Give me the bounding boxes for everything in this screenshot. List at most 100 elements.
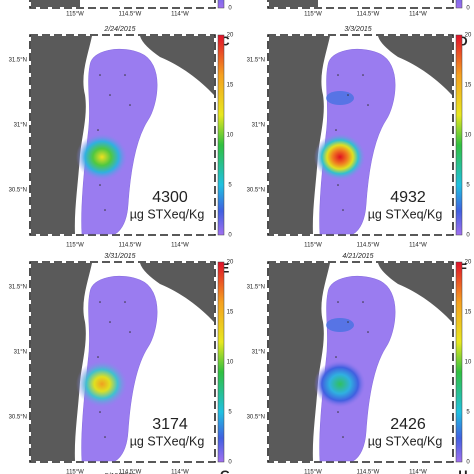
colorbar-label: 10 bbox=[465, 360, 472, 366]
station bbox=[337, 184, 339, 186]
hotspot bbox=[314, 360, 366, 408]
station bbox=[124, 301, 126, 303]
panel-label: E bbox=[221, 260, 230, 275]
station bbox=[362, 74, 364, 76]
longitude-label: 115°W bbox=[66, 243, 84, 249]
station bbox=[367, 331, 369, 333]
colorbar bbox=[455, 0, 463, 9]
toxicity-value: 3174 bbox=[152, 416, 188, 433]
colorbar-label: 15 bbox=[465, 83, 472, 89]
longitude-label: 114°W bbox=[409, 12, 427, 18]
station bbox=[337, 411, 339, 413]
station bbox=[347, 321, 349, 323]
colorbar-label: 0 bbox=[228, 6, 232, 12]
station bbox=[335, 356, 337, 358]
station bbox=[342, 436, 344, 438]
hotspot bbox=[76, 133, 128, 181]
latitude-label: 31.5°N bbox=[247, 58, 265, 64]
toxicity-unit: µg STXeq/Kg bbox=[130, 207, 205, 221]
colorbar-label: 5 bbox=[466, 183, 470, 189]
hotspot bbox=[326, 91, 354, 105]
longitude-label: 114°W bbox=[171, 470, 189, 474]
date: 3/3/2015 bbox=[344, 26, 371, 33]
longitude-label: 115°W bbox=[304, 470, 322, 474]
panel-label: C bbox=[220, 33, 230, 48]
longitude-label: 115°W bbox=[304, 243, 322, 249]
partial-panel: 5/19/2015 G bbox=[104, 467, 230, 474]
colorbar bbox=[217, 261, 225, 463]
longitude-label: 114.5°W bbox=[357, 12, 380, 18]
panel-label: H bbox=[458, 467, 467, 474]
latitude-label: 31.5°N bbox=[9, 285, 27, 291]
colorbar-label: 0 bbox=[466, 6, 470, 12]
date: 3/31/2015 bbox=[104, 253, 135, 260]
station bbox=[97, 129, 99, 131]
panel-label: G bbox=[220, 467, 230, 474]
station bbox=[104, 209, 106, 211]
colorbar-label: 10 bbox=[227, 360, 234, 366]
station bbox=[99, 411, 101, 413]
station bbox=[129, 104, 131, 106]
latitude-label: 31°N bbox=[252, 350, 265, 356]
hotspot bbox=[76, 360, 128, 408]
date: 2/24/2015 bbox=[103, 26, 135, 33]
longitude-label: 114.5°W bbox=[119, 470, 142, 474]
station bbox=[362, 301, 364, 303]
longitude-label: 115°W bbox=[304, 12, 322, 18]
station bbox=[347, 94, 349, 96]
colorbar bbox=[455, 34, 463, 236]
station bbox=[97, 356, 99, 358]
toxicity-value: 2426 bbox=[390, 416, 426, 433]
colorbar-label: 20 bbox=[227, 33, 234, 39]
longitude-label: 114°W bbox=[409, 470, 427, 474]
longitude-label: 114.5°W bbox=[119, 12, 142, 18]
longitude-label: 115°W bbox=[66, 470, 84, 474]
hotspot bbox=[314, 133, 366, 181]
longitude-label: 114°W bbox=[171, 243, 189, 249]
colorbar-label: 15 bbox=[227, 83, 234, 89]
latitude-label: 30.5°N bbox=[247, 415, 265, 421]
land bbox=[378, 36, 452, 95]
map-panel: 31.5°N 31°N 30.5°N 115°W 114.5°W 114°W 3/3/201… bbox=[247, 26, 472, 249]
station bbox=[109, 321, 111, 323]
map-panel: 31.5°N 31°N 30.5°N 115°W 114.5°W 114°W 4/21/20… bbox=[247, 253, 472, 474]
map-panel: 31.5°N 31°N 30.5°N 115°W 114.5°W 114°W 3/31/20… bbox=[9, 253, 234, 474]
toxicity-value: 4300 bbox=[152, 189, 188, 206]
map-panel: 31.5°N 31°N 30.5°N 115°W 114.5°W 114°W 2/24/20… bbox=[9, 26, 234, 249]
latitude-label: 30.5°N bbox=[9, 415, 27, 421]
colorbar-label: 5 bbox=[228, 410, 232, 416]
colorbar-label: 0 bbox=[466, 460, 470, 466]
longitude-label: 114.5°W bbox=[357, 470, 380, 474]
toxicity-value: 4932 bbox=[390, 189, 426, 206]
longitude-label: 115°W bbox=[66, 12, 84, 18]
station bbox=[109, 94, 111, 96]
station bbox=[129, 331, 131, 333]
ocean bbox=[268, 0, 453, 8]
longitude-label: 114°W bbox=[409, 243, 427, 249]
date: 4/21/2015 bbox=[342, 253, 373, 260]
colorbar bbox=[217, 0, 225, 9]
land bbox=[140, 36, 214, 95]
land bbox=[269, 263, 330, 461]
colorbar-label: 20 bbox=[227, 260, 234, 266]
colorbar-label: 15 bbox=[465, 310, 472, 316]
toxicity-unit: µg STXeq/Kg bbox=[368, 207, 443, 221]
hotspot bbox=[326, 318, 354, 332]
latitude-label: 31.5°N bbox=[247, 285, 265, 291]
colorbar-label: 0 bbox=[228, 460, 232, 466]
station bbox=[99, 74, 101, 76]
toxicity-unit: µg STXeq/Kg bbox=[368, 434, 443, 448]
date: 5/19/2015 bbox=[104, 473, 135, 474]
station bbox=[337, 74, 339, 76]
longitude-label: 114.5°W bbox=[357, 243, 380, 249]
colorbar-label: 20 bbox=[465, 260, 472, 266]
colorbar-label: 20 bbox=[465, 33, 472, 39]
land bbox=[269, 0, 318, 7]
latitude-label: 30.5°N bbox=[247, 188, 265, 194]
longitude-label: 114.5°W bbox=[119, 243, 142, 249]
latitude-label: 31°N bbox=[14, 123, 27, 129]
station bbox=[342, 209, 344, 211]
